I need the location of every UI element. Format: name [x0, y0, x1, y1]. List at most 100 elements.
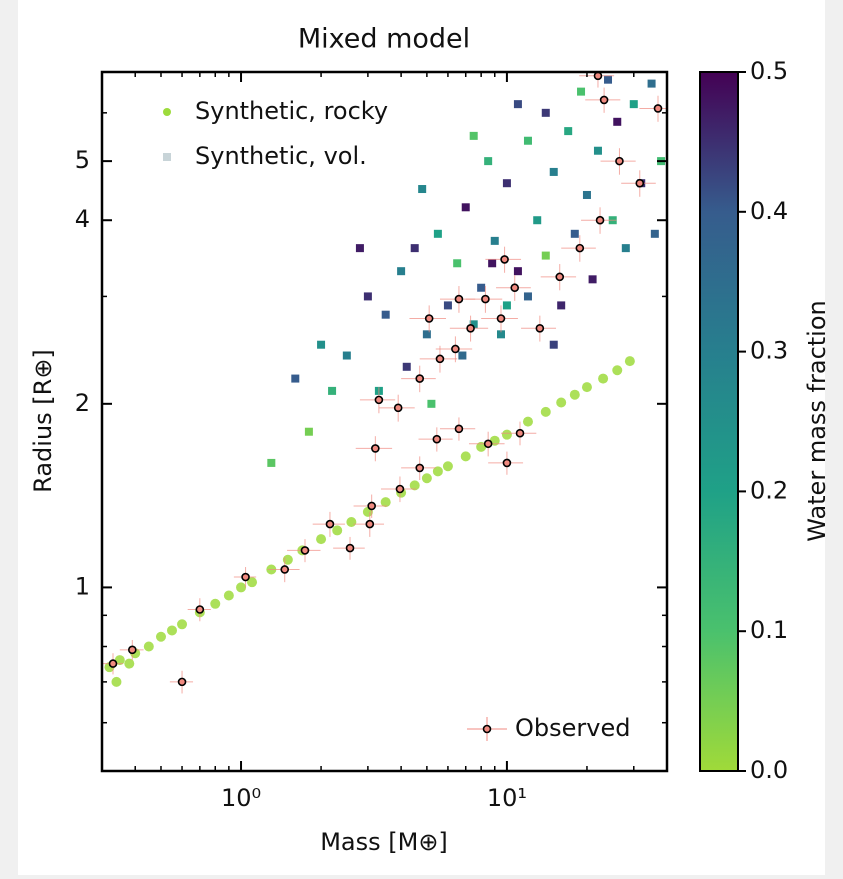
figure-background — [18, 0, 825, 875]
volatile-point — [488, 259, 497, 268]
observed-point — [393, 403, 403, 413]
x-axis-label: Mass [M⊕] — [320, 828, 448, 856]
colorbar-tick-label: 0.0 — [750, 756, 788, 784]
rocky-point — [442, 461, 453, 472]
rocky-point — [421, 473, 432, 484]
y-tick-label: 4 — [75, 205, 90, 233]
observed-point — [535, 323, 545, 333]
observed-point — [280, 565, 290, 574]
observed-point — [555, 272, 565, 282]
observed-point — [454, 424, 464, 434]
volatile-point — [523, 292, 532, 301]
volatile-point — [588, 275, 597, 284]
volatile-point — [461, 203, 470, 212]
rocky-point — [166, 625, 177, 636]
legend-marker — [482, 724, 492, 734]
volatile-point — [629, 100, 638, 109]
volatile-point — [363, 292, 372, 301]
legend-label: Synthetic, rocky — [195, 97, 388, 125]
rocky-point — [612, 365, 623, 376]
rocky-point — [476, 441, 487, 452]
rocky-point — [316, 534, 327, 545]
rocky-point — [177, 619, 188, 630]
observed-point — [481, 294, 490, 304]
observed-point — [424, 314, 434, 323]
observed-point — [432, 434, 442, 444]
volatile-point — [533, 216, 542, 225]
plot-frame — [100, 70, 669, 773]
rocky-point — [460, 451, 471, 462]
observed-point — [371, 444, 380, 453]
rocky-point — [247, 577, 258, 588]
rocky-point — [581, 382, 592, 393]
volatile-point — [621, 244, 630, 253]
volatile-point — [513, 100, 522, 109]
colorbar-tick-label: 0.3 — [750, 337, 788, 365]
observed-point — [502, 458, 512, 468]
volatile-point — [513, 267, 522, 276]
observed-point — [635, 178, 645, 188]
colorbar-tick-label: 0.1 — [750, 616, 788, 644]
volatile-point — [570, 229, 579, 238]
rocky-point — [282, 554, 293, 565]
rocky-point — [210, 598, 221, 609]
volatile-point — [502, 301, 511, 310]
observed-point — [595, 215, 605, 225]
volatile-point — [582, 190, 591, 199]
rocky-point — [114, 655, 125, 666]
colorbar-label: Water mass fraction — [803, 300, 831, 542]
observed-point — [415, 374, 425, 383]
volatile-point — [557, 301, 566, 310]
chart-title: Mixed model — [298, 24, 470, 55]
colorbar-tick-label: 0.4 — [750, 197, 788, 225]
y-tick-label: 1 — [75, 572, 90, 600]
colorbar — [699, 71, 739, 772]
rocky-point — [540, 406, 551, 417]
x-tick-label: 10¹ — [487, 784, 527, 812]
volatile-point — [304, 427, 313, 436]
observed-point — [365, 519, 375, 529]
volatile-point — [564, 127, 573, 136]
rocky-point — [124, 658, 135, 669]
rocky-point — [332, 525, 343, 536]
observed-point — [500, 255, 509, 264]
plot-area — [102, 72, 667, 694]
observed-point — [515, 428, 525, 438]
observed-point — [395, 484, 405, 494]
observed-point — [466, 323, 475, 333]
observed-point — [593, 72, 603, 81]
volatile-point — [328, 386, 337, 395]
observed-point — [435, 354, 445, 364]
rocky-point — [155, 631, 166, 642]
observed-point — [177, 677, 187, 687]
observed-point — [510, 283, 520, 293]
volatile-point — [496, 330, 505, 339]
volatile-point — [433, 229, 442, 238]
observed-point — [325, 519, 335, 529]
observed-point — [374, 395, 384, 405]
legend-marker — [163, 153, 171, 161]
volatile-point — [469, 320, 478, 329]
observed-point — [483, 439, 493, 449]
volatile-point — [355, 244, 364, 253]
observed-point — [127, 645, 137, 655]
volatile-point — [484, 157, 493, 166]
volatile-point — [342, 351, 351, 360]
rocky-point — [346, 517, 357, 528]
volatile-point — [541, 108, 550, 117]
volatile-point — [418, 185, 427, 194]
volatile-point — [422, 330, 431, 339]
rocky-point — [598, 373, 609, 384]
volatile-point — [523, 136, 532, 145]
volatile-point — [291, 374, 300, 383]
volatile-point — [381, 310, 390, 319]
observed-point — [195, 605, 205, 614]
volatile-point — [427, 399, 436, 408]
observed-point — [575, 243, 585, 253]
volatile-point — [453, 259, 462, 268]
rocky-point — [501, 429, 512, 440]
volatile-point — [647, 79, 656, 88]
y-axis-label: Radius [R⊕] — [29, 349, 57, 493]
legend-label: Observed — [515, 714, 630, 742]
